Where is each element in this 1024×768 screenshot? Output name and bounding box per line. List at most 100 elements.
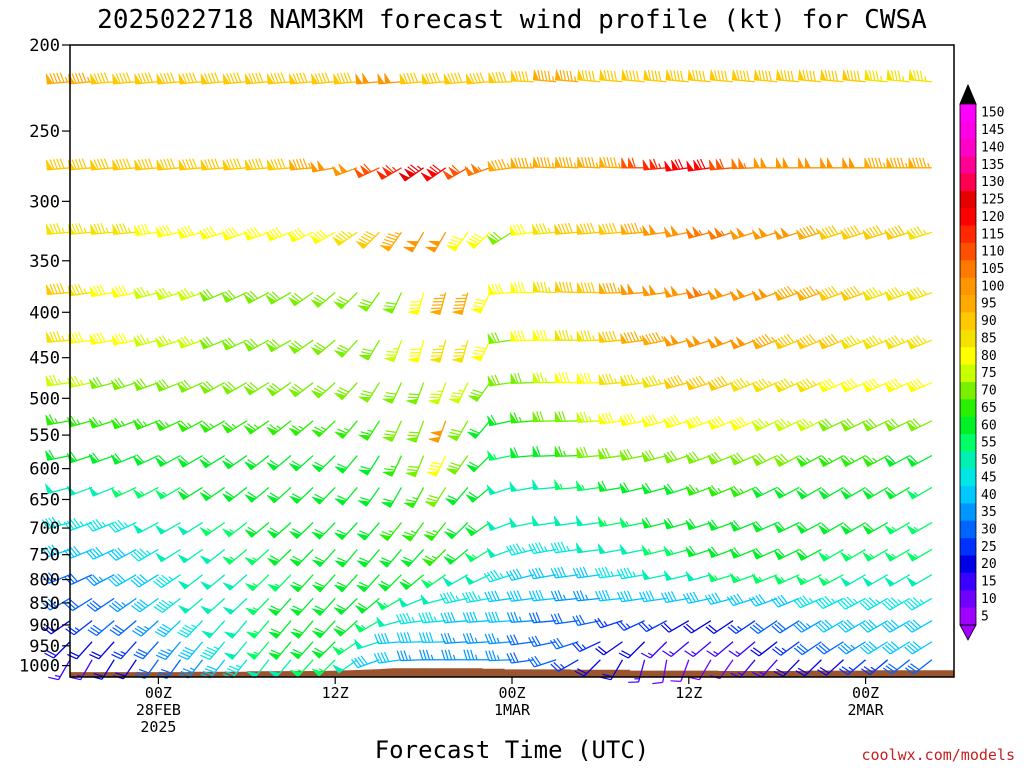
barb-half-feather [880, 75, 883, 82]
barb-feather [314, 556, 325, 563]
barb-shaft [98, 641, 115, 660]
colorbar-label: 70 [981, 384, 997, 399]
barb-feather [796, 622, 805, 631]
barb-shaft [122, 659, 137, 680]
wind-barb [528, 567, 557, 580]
barb-feather [584, 70, 589, 81]
barb-pennant [864, 157, 871, 169]
barb-feather [429, 166, 439, 174]
barb-feather [539, 372, 544, 383]
barb-feather [93, 159, 99, 170]
wind-barb [108, 519, 137, 533]
wind-barb [908, 69, 932, 83]
barb-feather [604, 447, 611, 458]
barb-pennant [200, 581, 212, 590]
barb-pennant [243, 294, 254, 304]
barb-pennant [443, 556, 455, 565]
barb-half-feather [120, 420, 125, 426]
barb-feather [537, 69, 541, 81]
wind-barb [200, 72, 225, 85]
barb-feather [538, 542, 545, 552]
barb-pennant [358, 469, 371, 476]
barb-feather [69, 651, 80, 657]
barb-feather [121, 285, 128, 295]
barb-feather [494, 283, 500, 294]
barb-pennant [288, 344, 300, 354]
barb-feather [429, 465, 441, 468]
barb-pennant [826, 157, 834, 169]
colorbar-label: 20 [981, 557, 997, 572]
barb-feather [853, 225, 861, 235]
barb-feather [227, 337, 236, 346]
barb-feather [797, 667, 808, 674]
barb-feather [314, 647, 324, 654]
barb-feather [660, 624, 670, 633]
barb-feather [755, 622, 765, 631]
barb-feather [750, 649, 760, 657]
barb-feather [112, 627, 122, 634]
wind-barb [382, 292, 403, 314]
barb-feather [462, 633, 468, 644]
barb-pennant [384, 73, 392, 84]
colorbar-swatch [960, 329, 976, 348]
barb-half-feather [452, 654, 456, 660]
barb-feather [859, 602, 869, 611]
barb-feather [840, 622, 850, 631]
barb-feather [514, 373, 519, 384]
barb-pennant [862, 490, 874, 500]
barb-pennant [177, 458, 188, 468]
barb-feather [906, 622, 916, 631]
wind-barb [796, 454, 822, 467]
barb-pennant [729, 521, 740, 532]
barb-shaft [825, 659, 844, 676]
barb-feather [894, 70, 898, 81]
barb-feather [476, 72, 482, 83]
barb-half-feather [737, 672, 743, 676]
barb-feather [686, 623, 695, 632]
barb-pennant [840, 490, 851, 500]
wind-barb [425, 231, 447, 253]
barb-feather [153, 606, 163, 613]
wind-barb [729, 452, 756, 466]
wind-barb [572, 590, 601, 602]
barb-feather [550, 614, 557, 625]
barb-feather [777, 337, 785, 347]
wind-barb [355, 230, 380, 249]
barb-feather [528, 590, 534, 602]
barb-pennant [447, 435, 460, 442]
barb-feather [93, 223, 99, 234]
barb-feather [885, 665, 895, 673]
barb-shaft [637, 659, 646, 683]
barb-feather [796, 645, 806, 654]
barb-shaft [891, 659, 911, 675]
barb-pennant [554, 224, 562, 235]
barb-feather [271, 338, 281, 348]
barb-feather [513, 611, 519, 623]
barb-half-feather [61, 227, 65, 233]
barb-feather [292, 528, 302, 535]
barb-feather [89, 521, 97, 531]
barb-half-feather [61, 335, 65, 341]
wind-barb [290, 641, 314, 660]
barb-feather [294, 340, 303, 348]
barb-half-feather [581, 644, 587, 650]
barb-feather [853, 285, 861, 295]
barb-pennant [906, 552, 918, 562]
barb-feather [396, 632, 402, 643]
barb-feather [179, 629, 190, 636]
barb-feather [793, 647, 803, 656]
barb-pennant [133, 524, 144, 534]
wind-barb [90, 72, 115, 85]
barb-feather [536, 330, 541, 341]
wind-barb [421, 549, 447, 567]
wind-barb [224, 641, 248, 660]
wind-barb [111, 377, 137, 391]
wind-barb [356, 574, 380, 593]
barb-pennant [360, 165, 371, 175]
barb-feather [736, 593, 744, 603]
wind-barb [665, 69, 689, 83]
wind-barb [509, 481, 535, 493]
wind-barb [266, 72, 292, 85]
barb-feather [601, 448, 608, 459]
barb-feather [92, 600, 102, 608]
